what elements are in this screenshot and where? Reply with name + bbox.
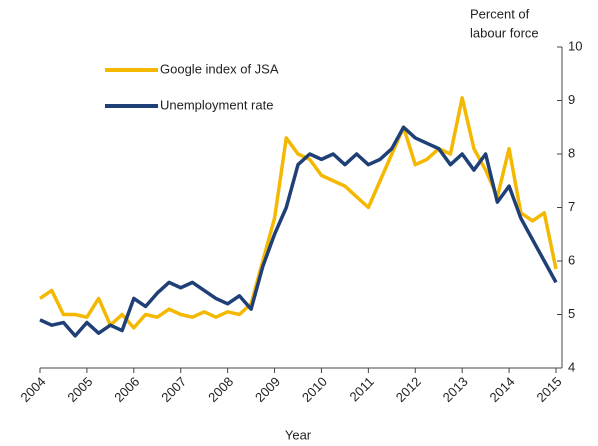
line-series bbox=[39, 125, 558, 338]
x-tick-label: 2005 bbox=[64, 374, 95, 405]
y-tick-label: 4 bbox=[568, 359, 575, 374]
x-tick-label: 2007 bbox=[158, 374, 189, 405]
x-axis-label: Year bbox=[285, 427, 312, 442]
x-tick-label: 2014 bbox=[487, 374, 518, 405]
x-tick-label: 2013 bbox=[440, 374, 471, 405]
y-tick-label: 5 bbox=[568, 306, 575, 321]
x-tick-label: 2012 bbox=[393, 374, 424, 405]
y-tick-label: 7 bbox=[568, 199, 575, 214]
y-tick-label: 8 bbox=[568, 145, 575, 160]
x-tick-label: 2010 bbox=[299, 374, 330, 405]
x-tick-label: 2004 bbox=[17, 374, 48, 405]
line-series bbox=[39, 96, 558, 330]
y-tick-label: 10 bbox=[568, 38, 582, 53]
legend-label: Unemployment rate bbox=[160, 97, 273, 112]
x-tick-label: 2006 bbox=[111, 374, 142, 405]
x-tick-label: 2011 bbox=[347, 374, 377, 404]
x-tick-label: 2008 bbox=[205, 374, 236, 405]
legend-label: Google index of JSA bbox=[160, 61, 279, 76]
y-tick-label: 9 bbox=[568, 92, 575, 107]
y-axis-label: Percent of bbox=[470, 6, 530, 21]
x-tick-label: 2009 bbox=[252, 374, 283, 405]
y-axis-label: labour force bbox=[470, 25, 539, 40]
y-tick-label: 6 bbox=[568, 252, 575, 267]
x-tick-label: 2015 bbox=[533, 374, 564, 405]
